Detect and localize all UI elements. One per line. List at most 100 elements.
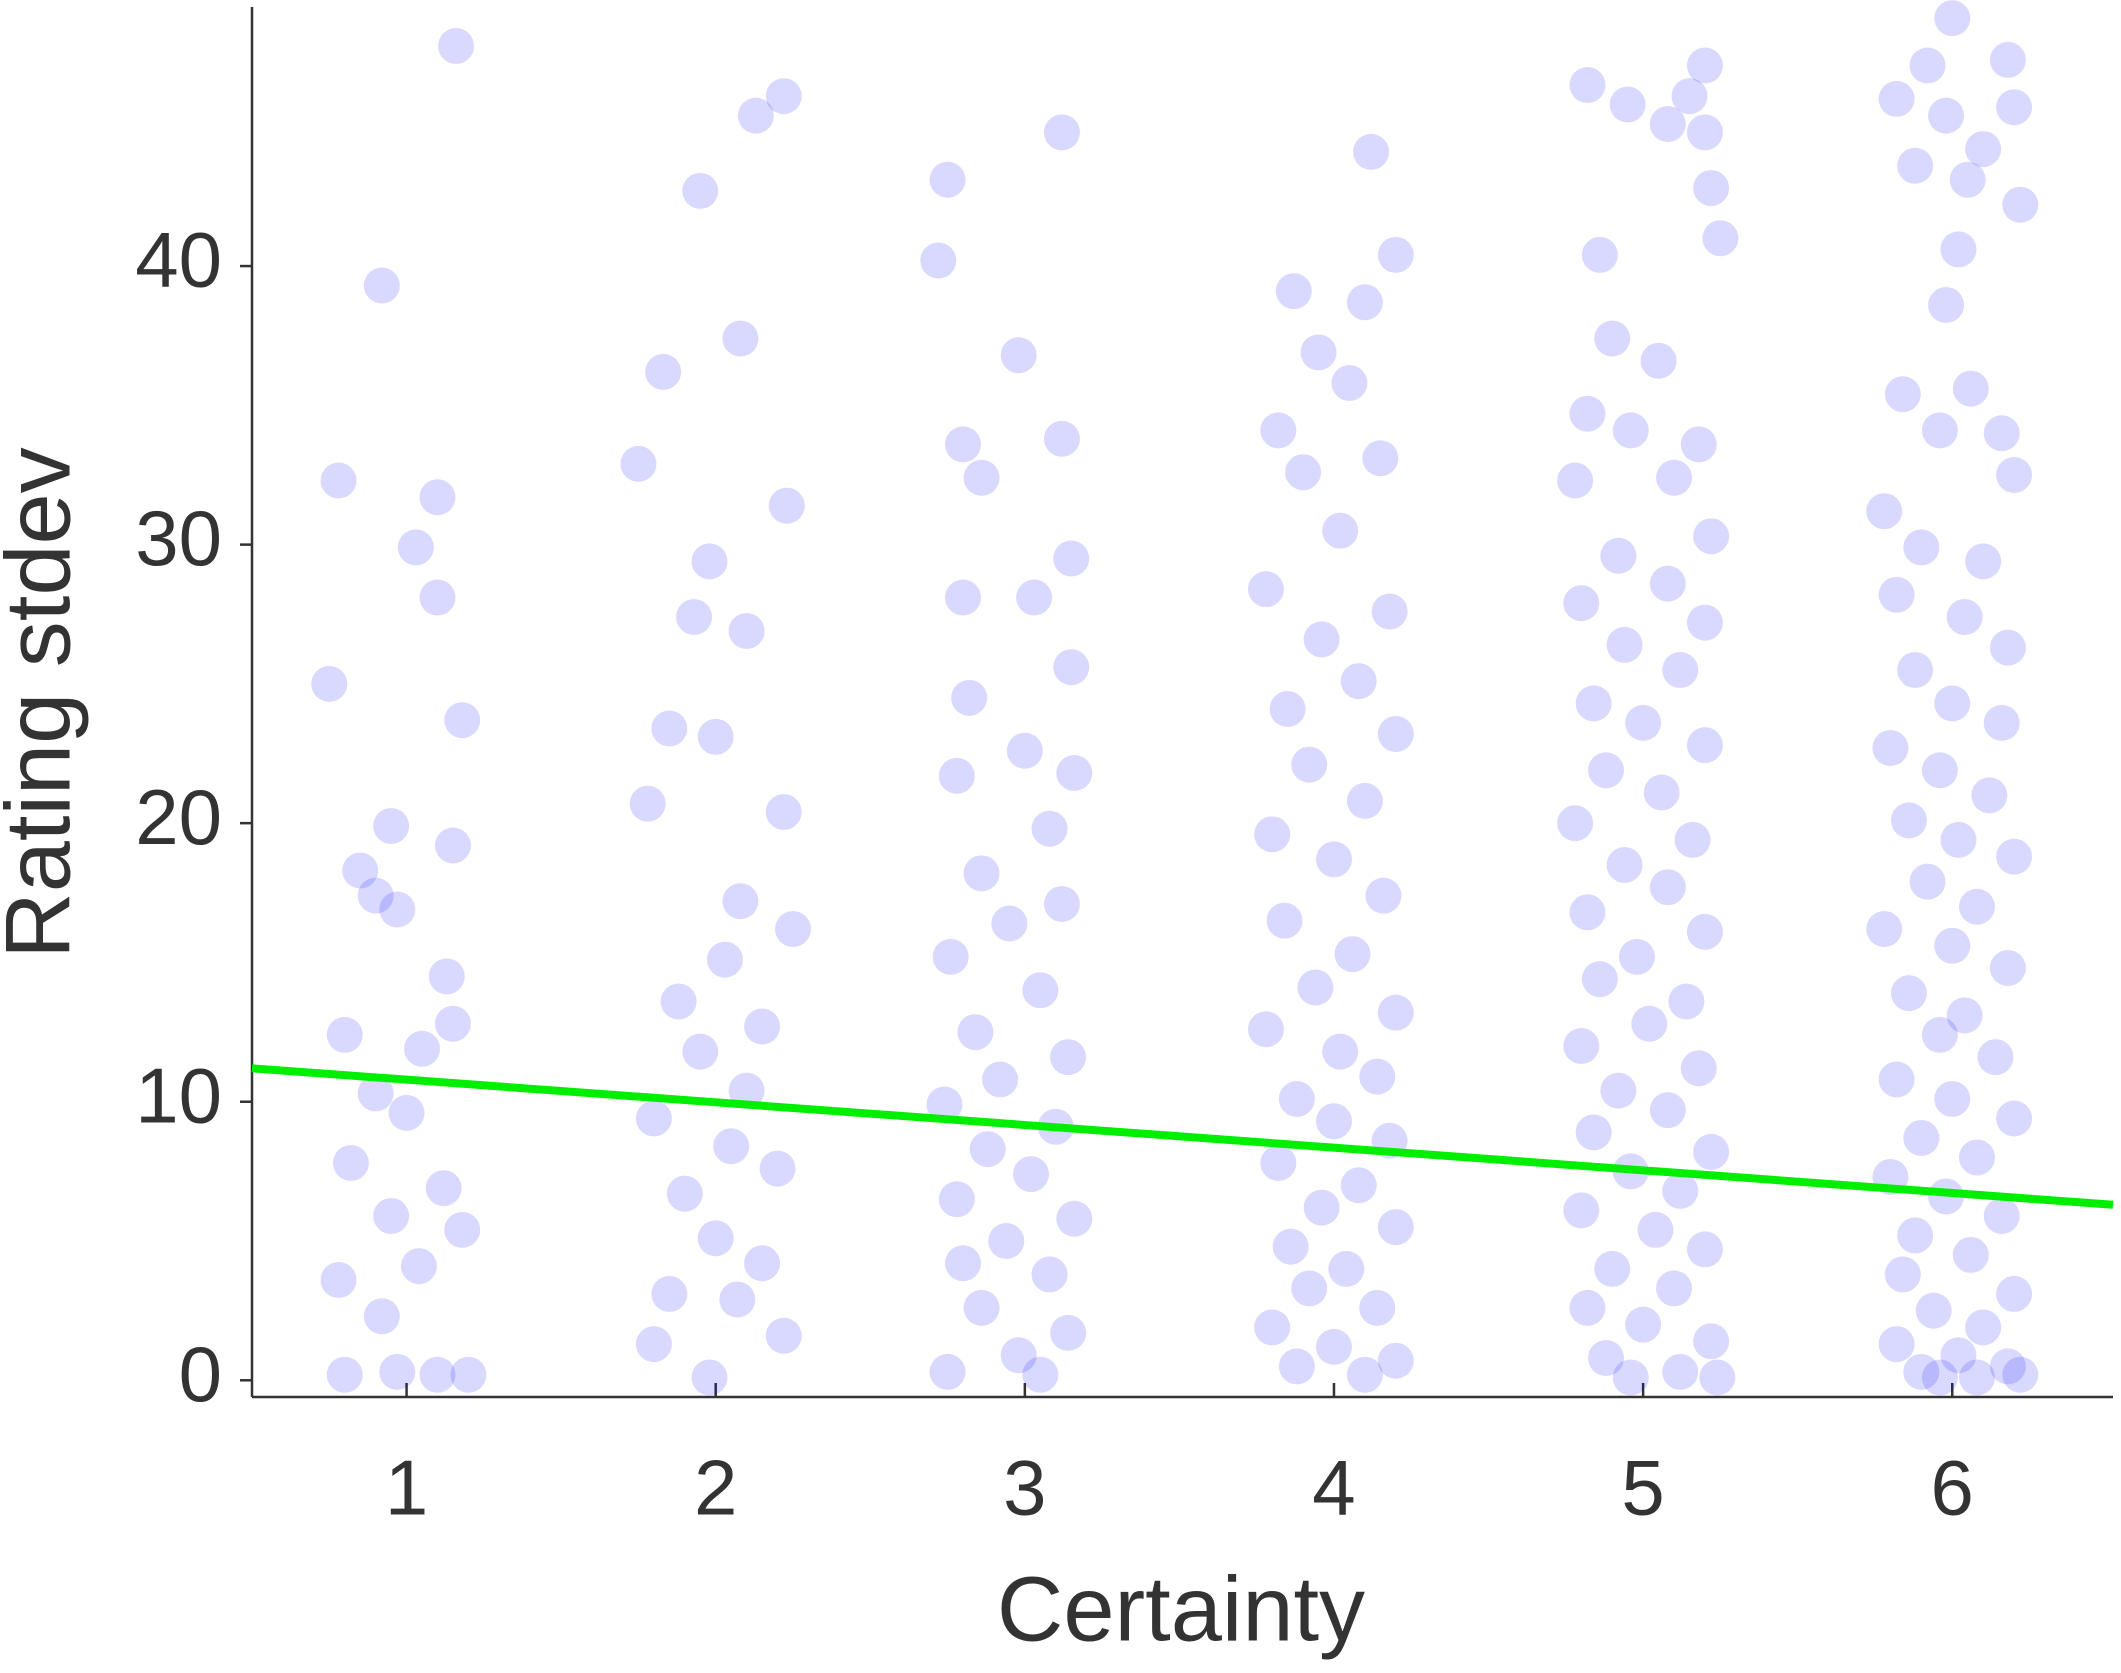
point bbox=[1609, 86, 1646, 123]
point bbox=[1989, 1348, 2026, 1385]
point bbox=[1322, 512, 1359, 549]
point bbox=[1884, 376, 1921, 413]
point bbox=[1359, 1058, 1396, 1095]
point bbox=[1053, 540, 1090, 577]
point bbox=[1563, 585, 1600, 622]
point bbox=[963, 459, 1000, 496]
point bbox=[1594, 1250, 1631, 1287]
point bbox=[1983, 1197, 2020, 1234]
x-tick-label: 3 bbox=[1003, 1444, 1046, 1532]
point bbox=[1247, 1011, 1284, 1048]
point bbox=[1043, 114, 1080, 151]
point bbox=[1958, 888, 1995, 925]
point bbox=[1272, 1228, 1309, 1265]
point bbox=[1921, 752, 1958, 789]
point bbox=[419, 579, 456, 616]
point bbox=[320, 1262, 357, 1299]
point bbox=[768, 487, 805, 524]
point bbox=[434, 1005, 471, 1042]
point bbox=[419, 1356, 456, 1393]
point bbox=[1625, 704, 1662, 741]
point bbox=[1940, 821, 1977, 858]
point bbox=[326, 1356, 363, 1393]
point bbox=[1377, 994, 1414, 1031]
point bbox=[1897, 1217, 1934, 1254]
point bbox=[1934, 1080, 1971, 1117]
point bbox=[1934, 927, 1971, 964]
point bbox=[1600, 537, 1637, 574]
point bbox=[1977, 1039, 2014, 1076]
point bbox=[682, 172, 719, 209]
point bbox=[1996, 1100, 2033, 1137]
point bbox=[691, 543, 728, 580]
point bbox=[397, 529, 434, 566]
point bbox=[1315, 841, 1352, 878]
point bbox=[1909, 47, 1946, 84]
point bbox=[1328, 1250, 1365, 1287]
point bbox=[1693, 1323, 1730, 1360]
point bbox=[620, 445, 657, 482]
point bbox=[1588, 1340, 1625, 1377]
point bbox=[635, 1326, 672, 1363]
point bbox=[425, 1170, 462, 1207]
point bbox=[920, 242, 957, 279]
point bbox=[400, 1248, 437, 1285]
point bbox=[1000, 337, 1037, 374]
point bbox=[444, 702, 481, 739]
point bbox=[1365, 877, 1402, 914]
point bbox=[1275, 273, 1312, 310]
point bbox=[1278, 1080, 1315, 1117]
point bbox=[1983, 704, 2020, 741]
point bbox=[1322, 1033, 1359, 1070]
point bbox=[1377, 1209, 1414, 1246]
y-tick-label: 0 bbox=[179, 1330, 222, 1418]
point bbox=[1377, 236, 1414, 273]
point bbox=[1686, 913, 1723, 950]
point bbox=[1013, 1156, 1050, 1193]
point bbox=[1702, 220, 1739, 257]
point bbox=[1996, 1275, 2033, 1312]
y-tick-label: 40 bbox=[135, 216, 222, 304]
point bbox=[1359, 1289, 1396, 1326]
point bbox=[1662, 1172, 1699, 1209]
point bbox=[932, 938, 969, 975]
point bbox=[332, 1145, 369, 1182]
point bbox=[1878, 576, 1915, 613]
point bbox=[357, 1075, 394, 1112]
point bbox=[1640, 342, 1677, 379]
x-tick-label: 5 bbox=[1621, 1444, 1664, 1532]
point bbox=[373, 1197, 410, 1234]
point bbox=[991, 905, 1028, 942]
point bbox=[1949, 161, 1986, 198]
point bbox=[1649, 869, 1686, 906]
point bbox=[1643, 774, 1680, 811]
point bbox=[363, 1298, 400, 1335]
point bbox=[373, 807, 410, 844]
point bbox=[1377, 716, 1414, 753]
point bbox=[635, 1100, 672, 1137]
point bbox=[765, 78, 802, 115]
point bbox=[1031, 1256, 1068, 1293]
point bbox=[379, 1353, 416, 1390]
point bbox=[1934, 0, 1971, 37]
point bbox=[1557, 805, 1594, 842]
point bbox=[438, 27, 475, 64]
point bbox=[988, 1223, 1025, 1260]
point bbox=[1334, 936, 1371, 973]
point bbox=[1606, 626, 1643, 663]
point bbox=[765, 794, 802, 831]
point bbox=[1331, 365, 1368, 402]
point bbox=[1569, 894, 1606, 931]
point bbox=[1897, 651, 1934, 688]
point bbox=[1006, 732, 1043, 769]
point bbox=[1637, 1211, 1674, 1248]
point bbox=[428, 958, 465, 995]
point bbox=[1315, 1103, 1352, 1140]
point bbox=[929, 1353, 966, 1390]
point bbox=[1952, 1236, 1989, 1273]
point bbox=[1965, 131, 2002, 168]
point bbox=[1996, 89, 2033, 126]
point bbox=[363, 267, 400, 304]
point bbox=[765, 1317, 802, 1354]
